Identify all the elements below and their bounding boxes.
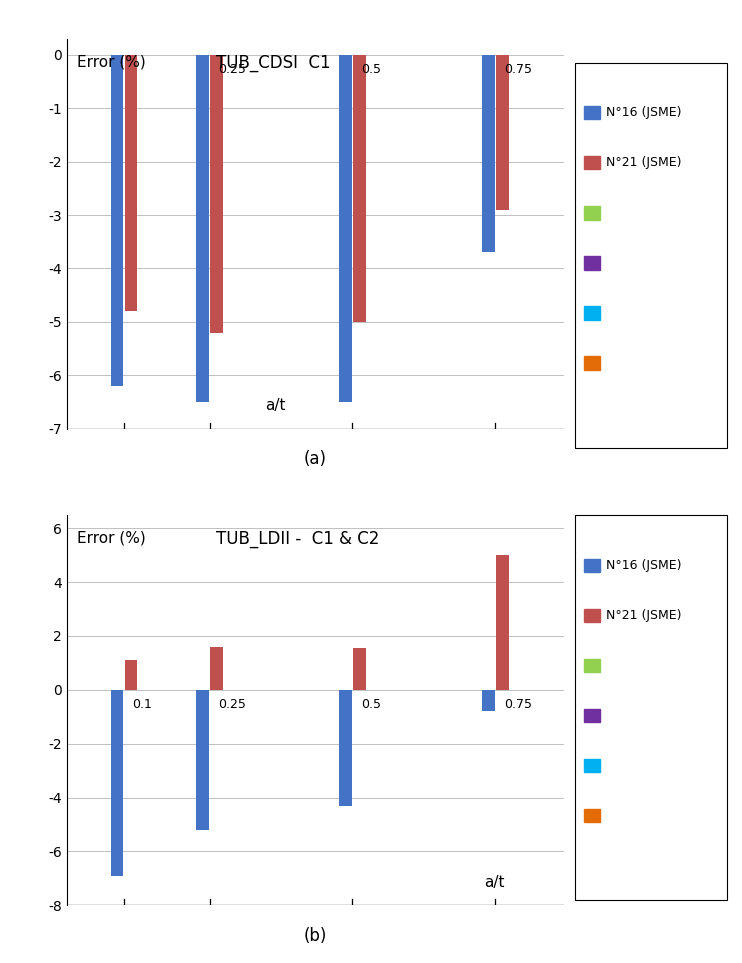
Text: N°21 (JSME): N°21 (JSME) — [606, 156, 682, 169]
Bar — [111, 690, 123, 875]
Bar — [496, 55, 508, 210]
Text: 0.75: 0.75 — [504, 698, 532, 711]
Bar — [339, 690, 352, 806]
Bar — [210, 647, 223, 690]
Text: N°16 (JSME): N°16 (JSME) — [606, 106, 682, 119]
Text: 0.75: 0.75 — [504, 63, 532, 75]
Bar — [125, 55, 137, 311]
Text: 0.1: 0.1 — [132, 698, 152, 711]
Text: N°21 (JSME): N°21 (JSME) — [606, 609, 682, 622]
Text: 0.5: 0.5 — [361, 698, 381, 711]
Text: Error (%): Error (%) — [76, 531, 145, 545]
Bar — [482, 55, 495, 252]
Text: 0.5: 0.5 — [361, 63, 381, 75]
Bar — [197, 690, 209, 830]
Bar — [210, 55, 223, 332]
Bar — [197, 55, 209, 403]
Bar — [339, 55, 352, 403]
Text: N°16 (JSME): N°16 (JSME) — [606, 559, 682, 572]
Text: (a): (a) — [304, 451, 326, 468]
Text: Error (%): Error (%) — [76, 54, 145, 69]
Text: (b): (b) — [303, 926, 327, 945]
Text: TUB_LDII -  C1 & C2: TUB_LDII - C1 & C2 — [216, 531, 379, 549]
Text: 0.25: 0.25 — [218, 63, 246, 75]
Bar — [111, 55, 123, 386]
Bar — [482, 690, 495, 712]
Text: 0.25: 0.25 — [218, 698, 246, 711]
Text: a/t: a/t — [484, 874, 505, 890]
Text: a/t: a/t — [266, 399, 286, 413]
Bar — [353, 648, 366, 690]
Bar — [125, 661, 137, 690]
Bar — [496, 556, 508, 690]
Bar — [353, 55, 366, 322]
Text: TUB_CDSI  C1: TUB_CDSI C1 — [216, 54, 330, 72]
